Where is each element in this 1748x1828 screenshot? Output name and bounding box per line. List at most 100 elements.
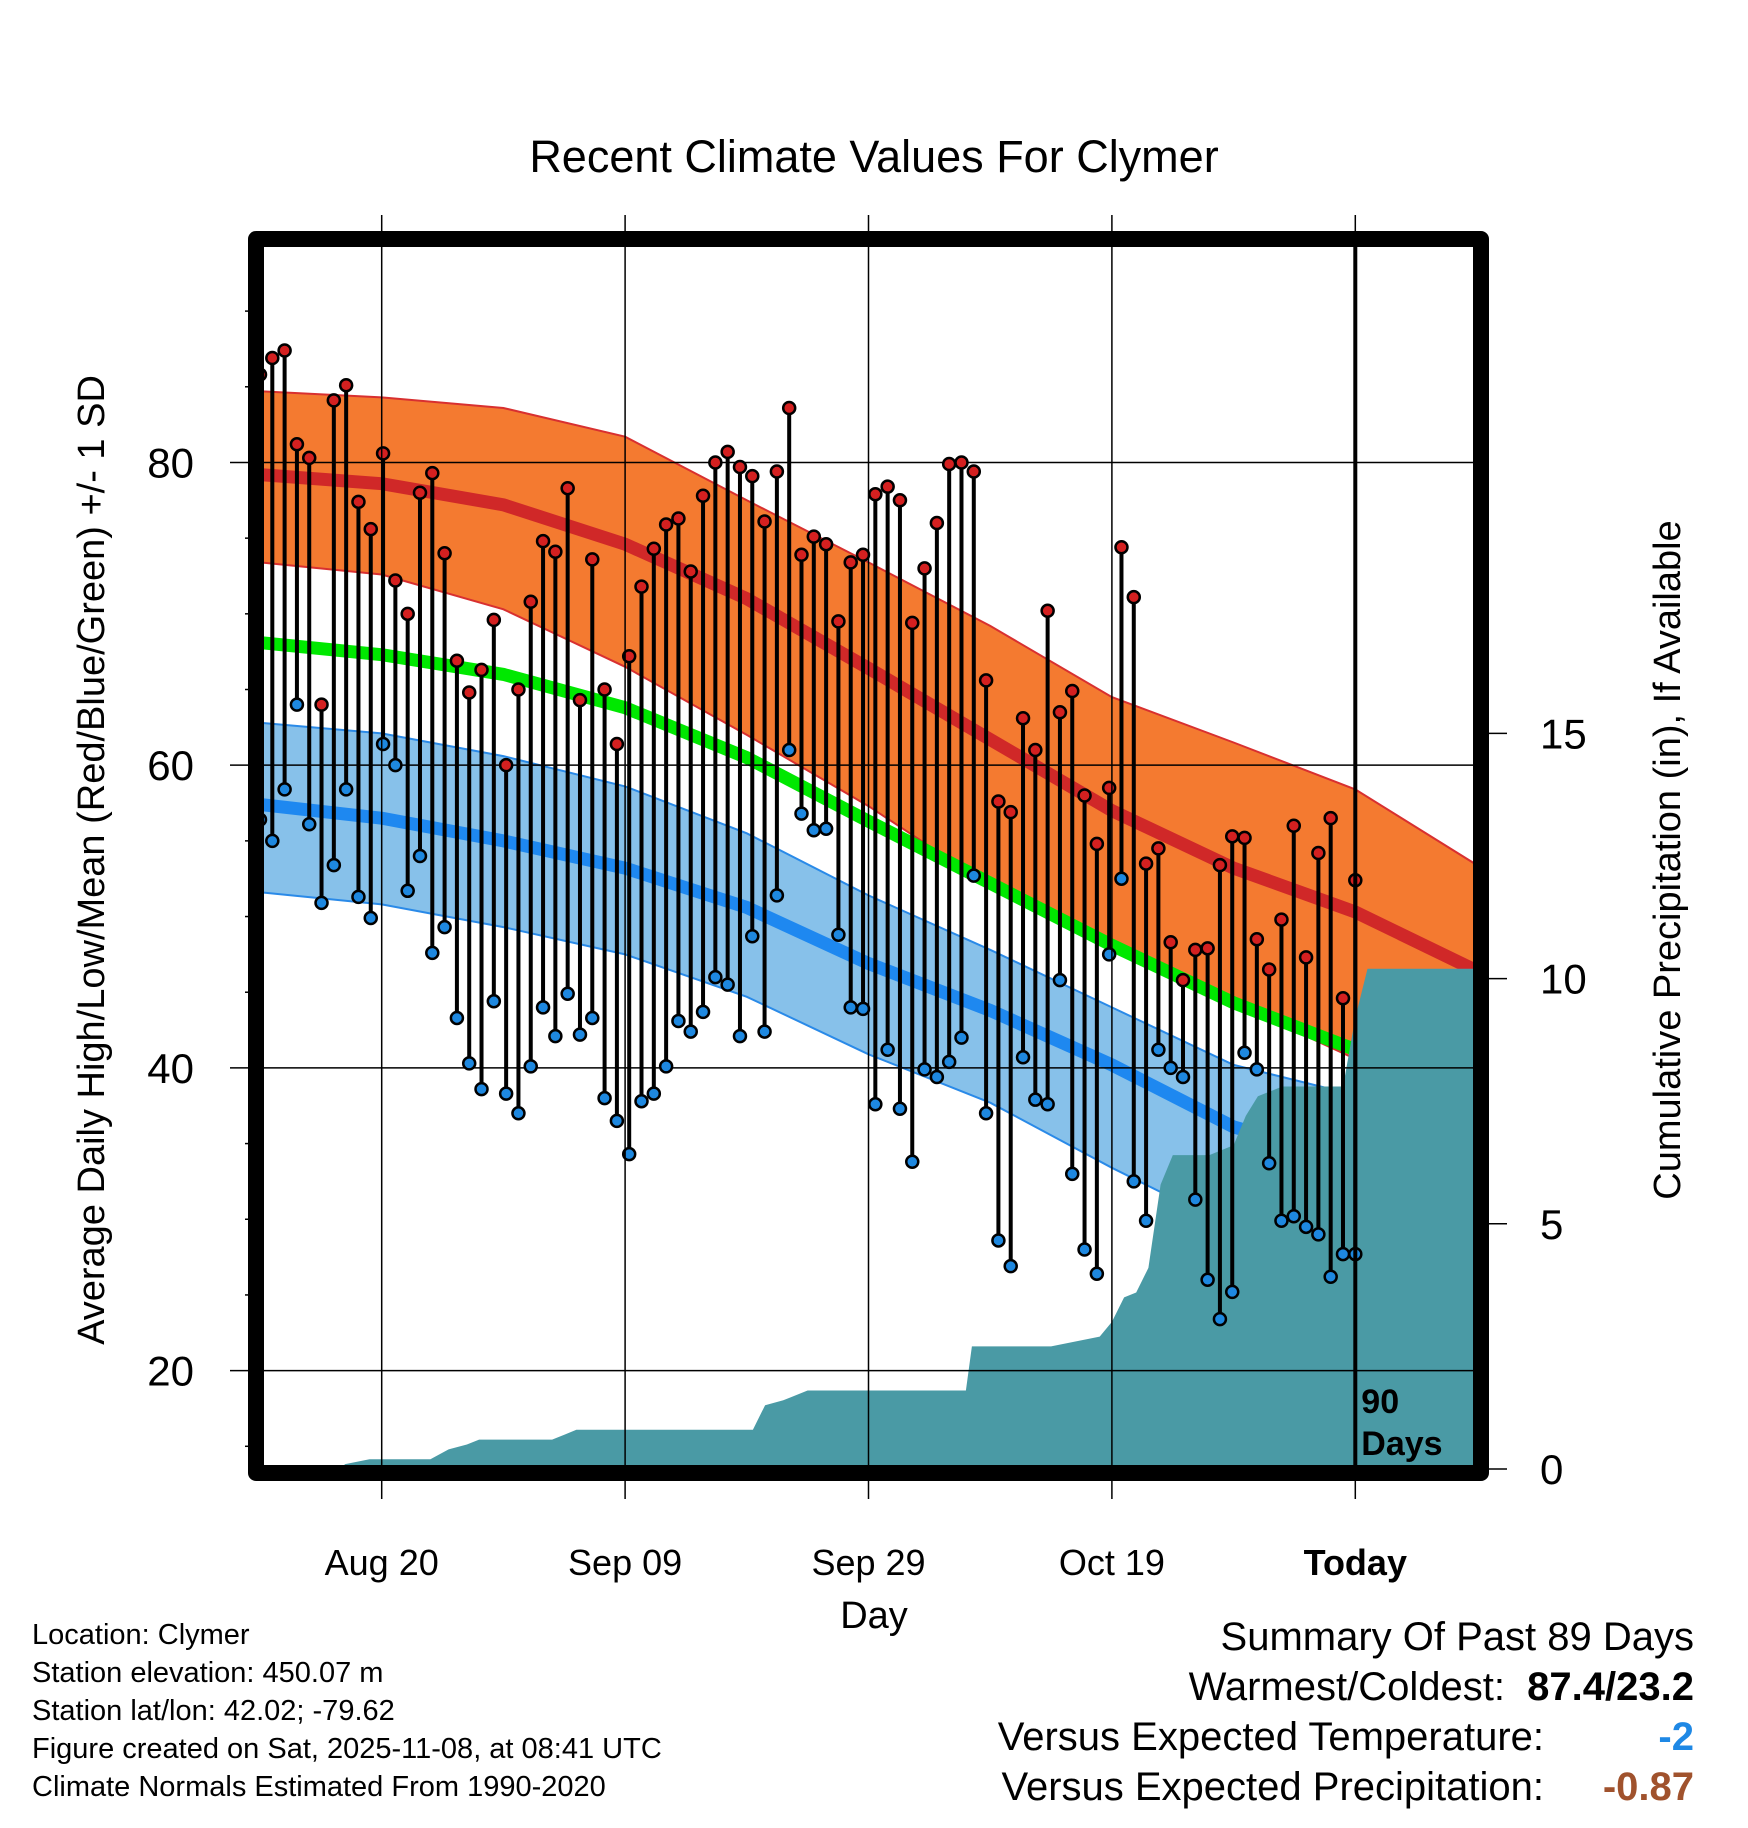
daily-high-point — [1138, 856, 1154, 871]
daily-high-point — [1298, 950, 1314, 965]
today-days-label: 90 — [1361, 1383, 1399, 1421]
daily-low-point — [831, 927, 846, 942]
daily-high-point — [806, 529, 822, 544]
daily-high-point — [1151, 841, 1166, 856]
summary-title: Summary Of Past 89 Days — [1220, 1615, 1694, 1659]
daily-high-point — [978, 673, 994, 688]
daily-low-point — [720, 977, 735, 992]
y2-tick-label: 10 — [1540, 956, 1587, 1003]
daily-high-point — [498, 757, 514, 773]
y2-tick-label: 5 — [1540, 1201, 1563, 1248]
daily-high-point — [695, 488, 711, 504]
info-created: Figure created on Sat, 2025-11-08, at 08… — [32, 1733, 662, 1765]
daily-high-point — [1175, 972, 1191, 988]
daily-low-point — [806, 823, 822, 838]
daily-low-point — [671, 1013, 686, 1029]
daily-high-point — [1224, 829, 1240, 844]
daily-high-point — [646, 541, 662, 556]
daily-high-point — [941, 456, 957, 472]
daily-high-point — [745, 468, 760, 484]
daily-low-point — [732, 1028, 748, 1044]
daily-high-point — [671, 511, 686, 526]
x-tick-label: Sep 29 — [811, 1542, 925, 1583]
daily-high-point — [1089, 836, 1105, 852]
daily-low-point — [498, 1086, 514, 1101]
daily-high-point — [880, 479, 895, 494]
daily-high-point — [560, 480, 575, 496]
daily-high-point — [1188, 942, 1203, 958]
daily-low-point — [363, 910, 379, 926]
daily-low-point — [1077, 1242, 1092, 1257]
daily-low-point — [941, 1054, 957, 1070]
daily-low-point — [277, 782, 292, 797]
daily-low-point — [400, 883, 415, 899]
daily-high-point — [1286, 818, 1302, 833]
daily-high-point — [634, 579, 649, 594]
x-tick-label: Oct 19 — [1059, 1542, 1165, 1583]
daily-high-point — [425, 465, 440, 481]
precip-anomaly-label: Versus Expected Precipitation: — [1001, 1765, 1544, 1809]
daily-high-point — [1237, 830, 1252, 846]
daily-low-point — [560, 986, 575, 1001]
daily-high-point — [486, 612, 502, 628]
daily-high-point — [781, 400, 797, 416]
daily-high-point — [1261, 962, 1277, 977]
daily-low-point — [855, 1001, 871, 1017]
daily-low-point — [954, 1030, 969, 1045]
daily-low-point — [412, 848, 428, 864]
daily-high-point — [1114, 539, 1129, 555]
daily-high-point — [314, 697, 329, 712]
daily-low-point — [1274, 1213, 1289, 1229]
daily-high-point — [289, 437, 305, 452]
daily-low-point — [892, 1101, 908, 1117]
daily-high-point — [265, 350, 280, 366]
daily-low-point — [646, 1086, 662, 1101]
daily-high-point — [732, 459, 748, 475]
daily-high-point — [1064, 683, 1080, 699]
daily-low-point — [289, 697, 305, 712]
info-latlon: Station lat/lon: 42.02; -79.62 — [32, 1695, 395, 1727]
daily-low-point — [1138, 1213, 1154, 1229]
daily-low-point — [794, 806, 809, 821]
daily-low-point — [1323, 1269, 1338, 1285]
daily-low-point — [781, 742, 797, 758]
daily-low-point — [708, 969, 723, 985]
daily-low-point — [769, 888, 785, 903]
daily-low-point — [1089, 1266, 1105, 1281]
daily-low-point — [375, 736, 391, 752]
daily-low-point — [1237, 1045, 1252, 1061]
daily-high-point — [1163, 935, 1178, 950]
daily-high-point — [929, 515, 945, 531]
daily-high-point — [1040, 603, 1055, 619]
daily-high-point — [708, 455, 723, 470]
daily-high-point — [388, 573, 403, 588]
daily-low-point — [978, 1106, 994, 1121]
daily-low-point — [658, 1059, 674, 1074]
daily-low-point — [695, 1004, 711, 1020]
daily-low-point — [388, 757, 403, 773]
daily-high-point — [1101, 780, 1117, 796]
daily-high-point — [905, 615, 920, 631]
daily-high-point — [794, 547, 809, 563]
daily-low-point — [1064, 1166, 1080, 1182]
x-axis-label: Day — [840, 1595, 908, 1637]
daily-low-point — [597, 1090, 612, 1106]
precip-anomaly-value: -0.87 — [1602, 1765, 1694, 1809]
daily-high-point — [1126, 589, 1142, 605]
daily-low-point — [1335, 1246, 1351, 1262]
daily-high-point — [326, 393, 342, 408]
daily-high-point — [954, 455, 969, 470]
daily-low-point — [621, 1146, 637, 1162]
daily-low-point — [1126, 1174, 1142, 1189]
daily-high-point — [609, 736, 625, 752]
y-axis-label: Average Daily High/Low/Mean (Red/Blue/Gr… — [71, 375, 113, 1345]
warmest-coldest-value: 87.4/23.2 — [1527, 1665, 1694, 1709]
daily-low-point — [1261, 1156, 1277, 1171]
daily-high-point — [1077, 788, 1092, 803]
daily-low-point — [1175, 1069, 1191, 1085]
daily-high-point — [621, 648, 637, 664]
daily-low-point — [1114, 871, 1129, 886]
y-tick-label: 40 — [147, 1045, 194, 1092]
daily-low-point — [929, 1069, 945, 1085]
daily-low-point — [1052, 972, 1068, 988]
